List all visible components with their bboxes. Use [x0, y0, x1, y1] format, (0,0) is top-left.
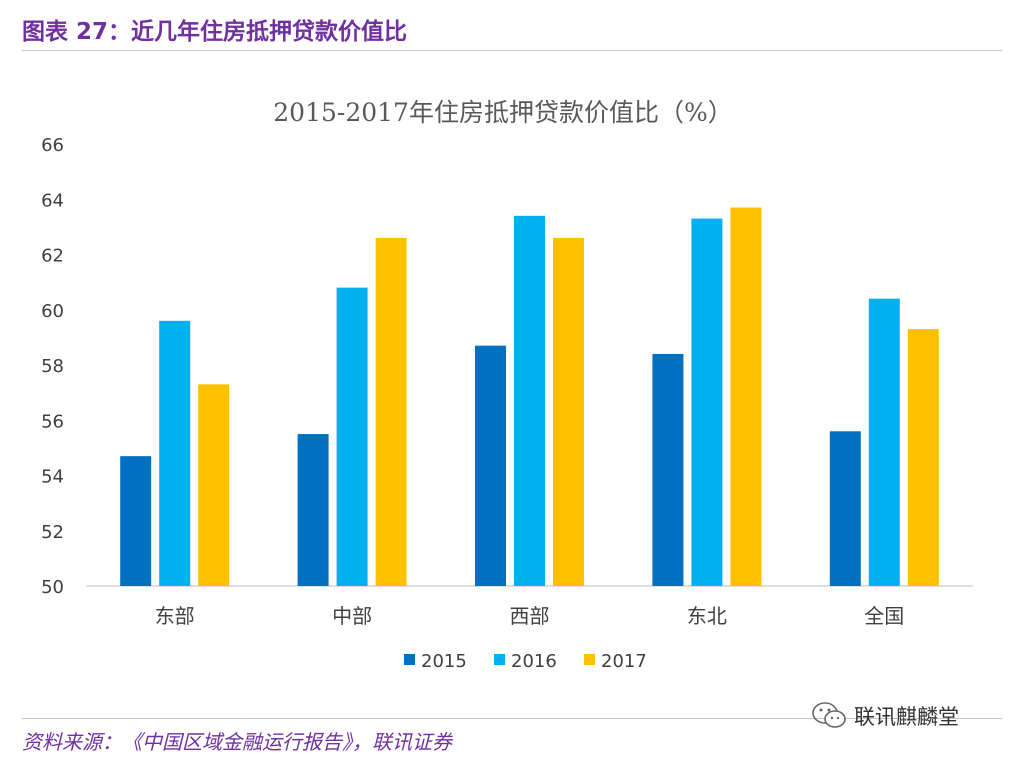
category-label: 东北 — [687, 604, 727, 628]
legend-label: 2015 — [421, 651, 467, 672]
y-tick-label: 64 — [41, 190, 64, 211]
bar-2017-西部 — [553, 237, 584, 587]
y-axis-ticks: 50 52 54 56 58 60 62 64 66 — [41, 135, 64, 598]
chart-title: 2015-2017年住房抵押贷款价值比（%） — [273, 98, 732, 127]
bar-2017-中部 — [375, 237, 407, 587]
bar-2016-西部 — [514, 215, 545, 586]
bar-2016-东部 — [159, 320, 191, 586]
y-tick-label: 60 — [41, 301, 64, 322]
legend-swatch — [404, 654, 415, 665]
category-label: 全国 — [864, 604, 904, 628]
source-note: 资料来源：《中国区域金融运行报告》，联讯证券 — [22, 730, 452, 754]
bar-2016-东北 — [691, 218, 723, 586]
legend: 2015 2016 2017 — [404, 651, 647, 672]
bar-2015-东部 — [120, 456, 152, 586]
legend-label: 2017 — [601, 651, 647, 672]
bars — [120, 207, 939, 587]
y-tick-label: 56 — [41, 411, 64, 432]
y-tick-label: 58 — [41, 356, 64, 377]
y-tick-label: 50 — [41, 577, 64, 598]
legend-swatch — [494, 654, 505, 665]
bar-2017-东部 — [198, 384, 230, 586]
y-tick-label: 66 — [41, 135, 64, 156]
bar-2015-东北 — [652, 353, 684, 586]
bar-2015-全国 — [829, 431, 861, 586]
footer-divider — [22, 718, 1002, 719]
y-tick-label: 54 — [41, 467, 64, 488]
bar-2016-中部 — [336, 287, 368, 586]
y-tick-label: 52 — [41, 522, 64, 543]
bar-2016-全国 — [868, 298, 900, 586]
header-divider — [22, 50, 1002, 51]
bar-2017-全国 — [907, 329, 939, 586]
category-labels: 东部 中部 西部 东北 全国 — [155, 604, 905, 628]
watermark-text: 联讯麒麟堂 — [854, 705, 959, 729]
category-label: 西部 — [510, 604, 550, 628]
legend-swatch — [584, 654, 595, 665]
bar-chart: 2015-2017年住房抵押贷款价值比（%） 50 52 54 56 58 60 62 64 6… — [41, 98, 973, 672]
category-label: 东部 — [155, 604, 195, 628]
watermark: 联讯麒麟堂 — [810, 700, 959, 732]
figure-title: 图表 27：近几年住房抵押贷款价值比 — [22, 19, 408, 45]
wechat-icon — [812, 702, 846, 728]
bar-2015-西部 — [475, 345, 506, 586]
y-tick-label: 62 — [41, 246, 64, 267]
bar-2017-东北 — [730, 207, 762, 586]
category-label: 中部 — [332, 604, 372, 628]
legend-label: 2016 — [511, 651, 557, 672]
bar-2015-中部 — [297, 434, 329, 586]
